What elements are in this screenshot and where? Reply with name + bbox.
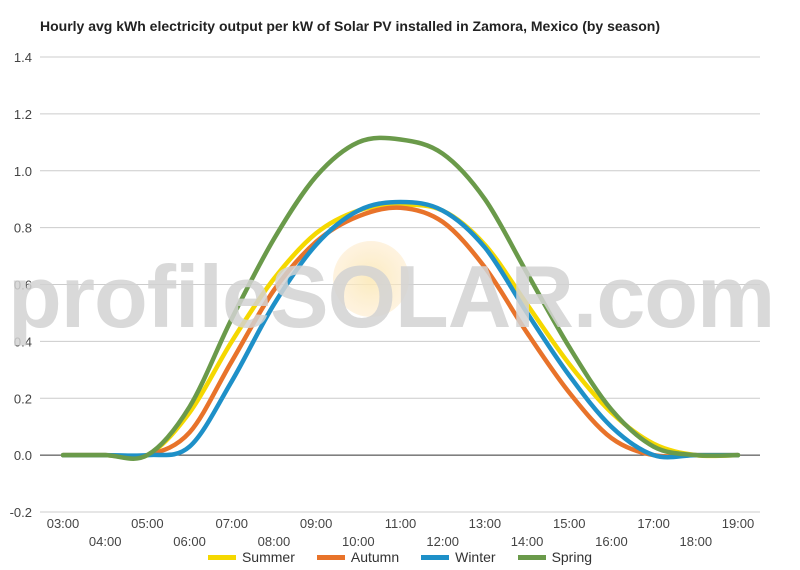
legend-label: Summer [241, 549, 295, 565]
x-tick-label: 18:00 [680, 534, 713, 549]
x-tick-label: 15:00 [553, 516, 586, 531]
series-line-autumn [60, 205, 741, 460]
x-tick-label: 07:00 [215, 516, 248, 531]
series-line-winter [60, 199, 741, 460]
y-tick-labels: -0.2 0.0 0.2 0.4 0.6 0.8 1.0 1.2 1.4 [10, 50, 32, 520]
watermark-sun-icon [333, 241, 409, 317]
legend-item-spring[interactable]: Spring [517, 549, 593, 565]
legend-swatch [517, 554, 546, 560]
y-tick-label: 0.4 [14, 334, 32, 349]
y-tick-label: 1.4 [14, 50, 32, 65]
legend-item-summer[interactable]: Summer [207, 549, 295, 565]
x-tick-label: 19:00 [722, 516, 755, 531]
x-tick-label: 08:00 [258, 534, 291, 549]
legend-item-winter[interactable]: Winter [421, 549, 496, 565]
x-tick-label: 11:00 [385, 516, 417, 531]
watermark: profileSOLAR.com [8, 247, 775, 346]
x-tick-label: 13:00 [469, 516, 502, 531]
legend-swatch [421, 554, 450, 560]
x-tick-label: 16:00 [595, 534, 628, 549]
y-tick-label: 0.6 [14, 278, 32, 293]
x-tick-label: 10:00 [342, 534, 375, 549]
y-tick-label: 1.0 [14, 164, 32, 179]
legend-label: Spring [551, 549, 593, 565]
x-tick-label: 17:00 [637, 516, 670, 531]
legend-swatch [316, 554, 345, 560]
x-tick-label: 14:00 [511, 534, 544, 549]
y-tick-label: 0.2 [14, 391, 32, 406]
y-tick-label: 1.2 [14, 107, 32, 122]
legend-label: Winter [455, 549, 496, 565]
x-tick-label: 05:00 [131, 516, 164, 531]
sun-icon [333, 241, 409, 317]
x-tick-label: 04:00 [89, 534, 122, 549]
x-tick-label: 12:00 [426, 534, 459, 549]
x-tick-label: 09:00 [300, 516, 333, 531]
y-tick-label: 0.8 [14, 221, 32, 236]
y-tick-label: -0.2 [10, 505, 32, 520]
x-tick-label: 06:00 [173, 534, 206, 549]
series-lines [60, 135, 741, 461]
legend-swatch [207, 554, 236, 560]
legend-label: Autumn [350, 549, 400, 565]
legend-item-autumn[interactable]: Autumn [316, 549, 400, 565]
x-tick-labels: 03:00 04:00 05:00 06:00 07:00 08:00 09:00 10:00… [47, 516, 755, 549]
legend: Summer Autumn Winter Spring [0, 549, 800, 565]
chart-title: Hourly avg kWh electricity output per kW… [40, 18, 661, 34]
x-tick-label: 03:00 [47, 516, 80, 531]
y-tick-label: 0.0 [14, 448, 32, 463]
series-line-spring [60, 135, 741, 461]
